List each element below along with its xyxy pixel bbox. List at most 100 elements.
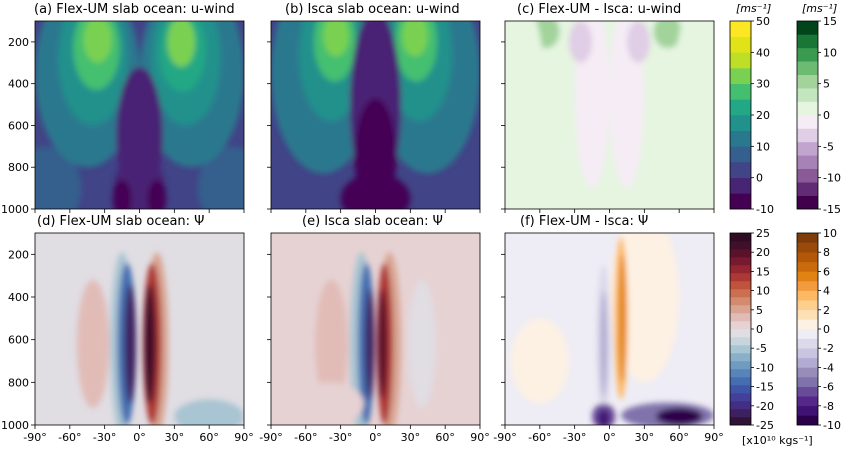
colorbar-tick-label: -8 bbox=[823, 400, 834, 413]
colorbar-segment bbox=[730, 329, 751, 338]
colorbar-tick-label: -2 bbox=[823, 342, 834, 355]
colorbar-3: -10 -8 -6 -4 -2 0 2 4 6 8 10 bbox=[796, 227, 841, 432]
contour-blob bbox=[172, 279, 200, 408]
colorbar-segment bbox=[730, 257, 751, 266]
colorbar-tick-label: -10 bbox=[756, 361, 774, 374]
colorbar-segment bbox=[797, 281, 818, 291]
contour-blob bbox=[673, 21, 709, 199]
contour-blob bbox=[574, 21, 610, 189]
colorbar-segment bbox=[730, 233, 751, 242]
ytick-label: 800 bbox=[8, 376, 29, 389]
panel-a: 200 400 600 800 1000 bbox=[1, 20, 245, 216]
contour-blob bbox=[124, 284, 137, 404]
colorbar-segment bbox=[797, 74, 818, 89]
colorbar-segment bbox=[797, 252, 818, 263]
xtick-label: 30° bbox=[635, 431, 655, 444]
colorbar-2: -25 -20 -15 -10 -5 0 5 10 15 20 25 bbox=[729, 227, 774, 432]
contour-blob bbox=[197, 146, 244, 209]
colorbar-segment bbox=[730, 289, 751, 298]
ytick-label: 600 bbox=[8, 334, 29, 347]
colorbar-segment bbox=[730, 401, 751, 410]
colorbar-segment bbox=[797, 141, 818, 156]
xtick-label: -90° bbox=[259, 431, 282, 444]
contour-blob bbox=[539, 21, 680, 209]
xtick-label: 0° bbox=[369, 431, 382, 444]
colorbar-segment bbox=[730, 99, 751, 116]
colorbar-segment bbox=[730, 313, 751, 322]
colorbar-tick-label: 50 bbox=[756, 15, 770, 28]
colorbar-tick-label: 10 bbox=[756, 140, 770, 153]
colorbar-segment bbox=[730, 83, 751, 100]
panel-e: -90° -60° -30° 0° 30° 60° 90° bbox=[259, 232, 490, 444]
colorbar-segment bbox=[797, 329, 818, 339]
colorbar-segment bbox=[730, 21, 751, 37]
colorbar-tick-label: 0 bbox=[823, 323, 830, 336]
colorbar-segment bbox=[797, 34, 818, 49]
colorbar-segment bbox=[730, 146, 751, 163]
colorbar-tick-label: -25 bbox=[756, 419, 774, 432]
colorbar-segment bbox=[730, 273, 751, 282]
colorbar-segment bbox=[797, 290, 818, 301]
colorbar-segment bbox=[797, 357, 818, 368]
colorbar-tick-label: -5 bbox=[756, 342, 767, 355]
xtick-label: -60° bbox=[58, 431, 81, 444]
colorbar-segment bbox=[797, 377, 818, 387]
contour-blob bbox=[144, 284, 156, 404]
panel-f: -90° -60° -30° 0° 30° 60° 90° bbox=[493, 232, 724, 444]
xtick-label: -60° bbox=[294, 431, 317, 444]
colorbar-tick-label: 10 bbox=[823, 46, 837, 59]
colorbar-tick-label: 4 bbox=[823, 285, 830, 298]
contour-blob bbox=[315, 279, 348, 408]
contour-blob bbox=[626, 21, 651, 63]
xtick-label: 90° bbox=[704, 431, 724, 444]
contour-blob bbox=[655, 407, 703, 425]
ytick-label: 1000 bbox=[1, 203, 29, 216]
colorbar-segment bbox=[797, 168, 818, 183]
panel-c bbox=[501, 20, 715, 213]
colorbar-segment bbox=[730, 377, 751, 386]
ytick-label: 200 bbox=[8, 36, 29, 49]
colorbar-segment bbox=[730, 305, 751, 314]
contour-blob bbox=[408, 279, 436, 408]
xtick-label: 60° bbox=[669, 431, 689, 444]
colorbar-tick-label: 0 bbox=[823, 109, 830, 122]
colorbar-tick-label: 40 bbox=[756, 46, 770, 59]
colorbar-segment bbox=[730, 52, 751, 69]
colorbar-segment bbox=[730, 115, 751, 131]
colorbar-segment bbox=[730, 162, 751, 178]
colorbar-tick-label: 30 bbox=[756, 78, 770, 91]
xtick-label: 30° bbox=[165, 431, 185, 444]
colorbar-segment bbox=[797, 300, 818, 311]
colorbar-segment bbox=[730, 297, 751, 306]
colorbar-segment bbox=[797, 182, 818, 196]
field-b bbox=[271, 21, 480, 209]
colorbar-segment bbox=[797, 319, 818, 330]
colorbar-segment bbox=[730, 369, 751, 378]
ytick-label: 400 bbox=[8, 78, 29, 91]
colorbar-tick-label: 10 bbox=[756, 285, 770, 298]
xtick-label: -60° bbox=[528, 431, 551, 444]
field-e bbox=[271, 233, 480, 425]
colorbar-segment bbox=[730, 241, 751, 250]
colorbar-segment bbox=[797, 155, 818, 170]
colorbar-segment bbox=[730, 68, 751, 84]
colorbar-segment bbox=[730, 281, 751, 290]
contour-blob bbox=[653, 21, 682, 49]
field-a bbox=[35, 21, 244, 209]
contour-blob bbox=[377, 288, 388, 400]
colorbar-segment bbox=[730, 265, 751, 274]
colorbar-segment bbox=[730, 337, 751, 346]
contour-blob bbox=[510, 21, 546, 199]
xtick-label: -30° bbox=[93, 431, 116, 444]
colorbar-segment bbox=[730, 321, 751, 330]
colorbar-tick-label: 6 bbox=[823, 265, 830, 278]
colorbar-segment bbox=[797, 261, 818, 272]
colorbar-segment bbox=[797, 271, 818, 282]
contour-blob bbox=[568, 21, 593, 63]
ytick-label: 800 bbox=[8, 161, 29, 174]
xtick-label: 90° bbox=[234, 431, 254, 444]
colorbar-tick-label: -15 bbox=[823, 203, 841, 216]
field-d bbox=[35, 233, 244, 425]
colorbar-tick-label: -10 bbox=[823, 419, 841, 432]
